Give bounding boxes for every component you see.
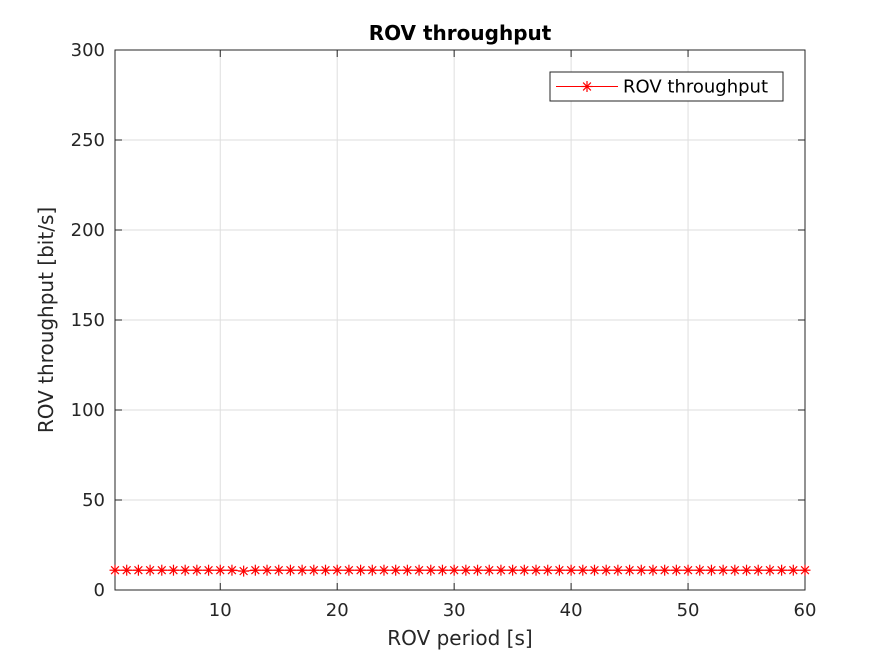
legend-label: ROV throughput <box>623 77 768 98</box>
data-point <box>460 564 472 576</box>
legend-marker-asterisk <box>581 81 593 92</box>
y-tick-label: 250 <box>71 130 105 151</box>
data-point <box>167 564 179 576</box>
data-point <box>483 564 495 576</box>
data-point <box>588 564 600 576</box>
data-point <box>179 564 191 576</box>
legend[interactable]: ROV throughput <box>549 71 784 102</box>
data-point <box>261 564 273 576</box>
data-point <box>659 564 671 576</box>
data-point <box>717 564 729 576</box>
data-point <box>436 564 448 576</box>
x-axis-title: ROV period [s] <box>387 626 532 650</box>
data-point <box>472 564 484 576</box>
data-point <box>682 564 694 576</box>
data-point <box>425 564 437 576</box>
data-point <box>565 564 577 576</box>
legend-marker-glyph <box>581 81 593 92</box>
data-point <box>355 564 367 576</box>
data-point <box>776 564 788 576</box>
x-tick-label: 10 <box>209 600 232 621</box>
x-tick-label: 50 <box>677 600 700 621</box>
data-point <box>214 564 226 576</box>
data-point <box>401 564 413 576</box>
chart-title: ROV throughput <box>369 21 552 45</box>
data-point <box>238 565 250 577</box>
data-point <box>331 564 343 576</box>
y-tick-label: 150 <box>71 310 105 331</box>
data-point <box>507 564 519 576</box>
y-tick-label: 0 <box>94 580 105 601</box>
data-point <box>132 564 144 576</box>
data-point <box>249 564 261 576</box>
grid <box>115 50 805 590</box>
data-point <box>553 564 565 576</box>
data-point <box>518 564 530 576</box>
y-axis-title: ROV throughput [bit/s] <box>34 207 58 433</box>
series-group <box>109 564 811 577</box>
data-point <box>191 564 203 576</box>
data-point <box>752 564 764 576</box>
data-point <box>448 564 460 576</box>
data-point <box>670 564 682 576</box>
y-tick-label: 50 <box>82 490 105 511</box>
data-point <box>343 564 355 576</box>
data-point <box>284 564 296 576</box>
data-point <box>203 564 215 576</box>
y-tick-label: 100 <box>71 400 105 421</box>
data-point <box>156 564 168 576</box>
data-point <box>647 564 659 576</box>
data-point <box>109 564 121 576</box>
data-point <box>413 564 425 576</box>
data-point <box>144 564 156 576</box>
data-point <box>694 564 706 576</box>
data-point <box>542 564 554 576</box>
x-tick-label: 40 <box>560 600 583 621</box>
y-tick-label: 200 <box>71 220 105 241</box>
data-point <box>600 564 612 576</box>
data-point <box>787 564 799 576</box>
data-point <box>273 564 285 576</box>
data-point <box>577 564 589 576</box>
data-point <box>624 564 636 576</box>
data-point <box>799 564 811 576</box>
data-point <box>308 564 320 576</box>
data-point <box>635 564 647 576</box>
data-point <box>226 564 238 576</box>
data-point <box>729 564 741 576</box>
data-point <box>705 564 717 576</box>
data-point <box>612 564 624 576</box>
data-point <box>378 564 390 576</box>
data-point <box>495 564 507 576</box>
data-point <box>121 564 133 576</box>
data-point <box>390 564 402 576</box>
data-point <box>530 564 542 576</box>
data-point <box>366 564 378 576</box>
data-point <box>296 564 308 576</box>
x-tick-label: 20 <box>326 600 349 621</box>
x-tick-label: 60 <box>794 600 817 621</box>
data-point <box>764 564 776 576</box>
data-point <box>741 564 753 576</box>
data-point <box>320 564 332 576</box>
x-tick-label: 30 <box>443 600 466 621</box>
y-tick-label: 300 <box>71 40 105 61</box>
ticks: 10 20 30 40 50 60 0 50 100 150 200 250 300 <box>71 40 817 621</box>
